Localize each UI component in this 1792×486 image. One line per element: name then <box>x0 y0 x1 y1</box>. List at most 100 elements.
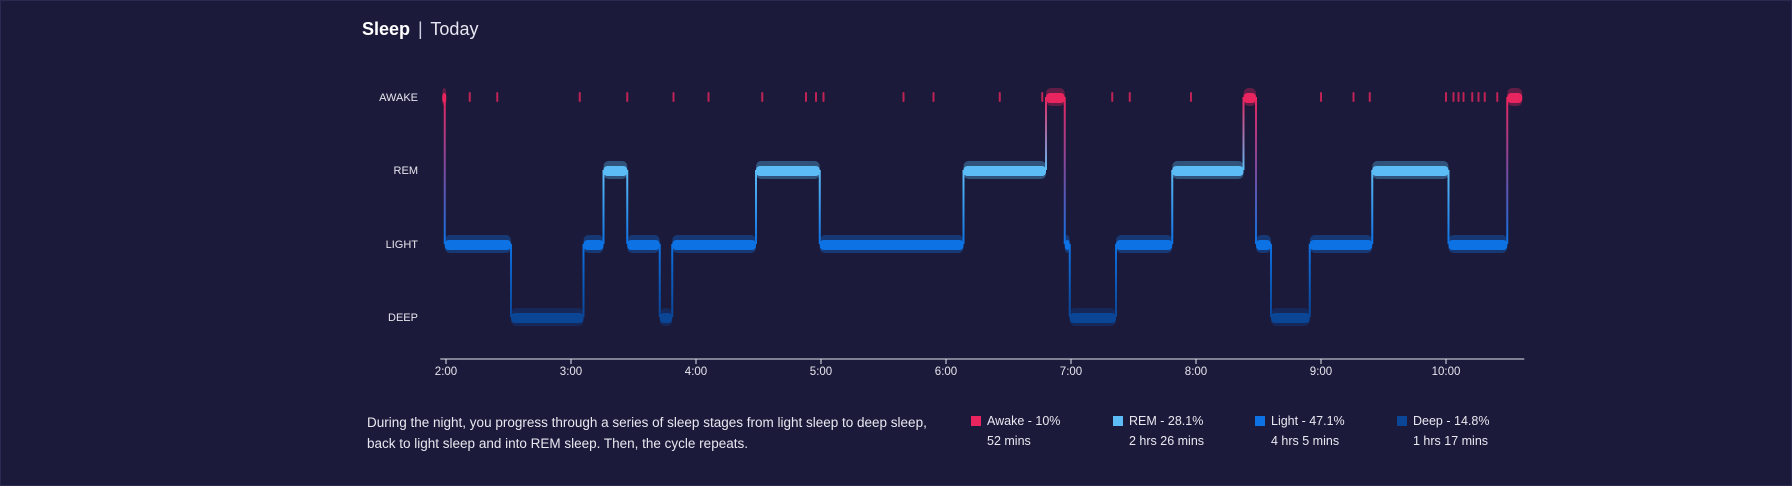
stage-transition <box>671 244 674 317</box>
segment-deep <box>659 308 673 326</box>
awake-blips <box>468 92 1499 102</box>
segment-bar <box>603 166 628 176</box>
segment-bar <box>756 166 820 176</box>
awake-blip <box>822 92 825 102</box>
x-tick-label: 7:00 <box>1060 366 1082 378</box>
stage-label-rem: REM <box>394 165 418 177</box>
awake-blip <box>468 92 471 102</box>
stage-axis-labels: AWAKE REM LIGHT DEEP <box>379 92 418 324</box>
stage-transition <box>1270 244 1272 317</box>
period-label: Today <box>430 19 479 39</box>
awake-blip <box>1111 92 1114 102</box>
segment-bar <box>1507 93 1523 103</box>
legend-label: Deep - 14.8% <box>1413 414 1490 428</box>
stage-transition <box>1045 97 1047 170</box>
awake-blip <box>1445 92 1447 102</box>
segment-rem <box>1372 161 1449 179</box>
stage-transition <box>1242 97 1245 170</box>
awake-blip <box>496 92 499 102</box>
segment-awake <box>442 88 447 106</box>
awake-blip <box>1483 92 1486 102</box>
awake-blip <box>1457 92 1460 102</box>
segment-bar <box>1309 240 1373 250</box>
stage-transition <box>626 170 629 244</box>
segment-bar <box>444 240 511 250</box>
stage-segments <box>442 88 1523 326</box>
segment-rem <box>603 161 628 179</box>
stage-transitions <box>443 97 1509 317</box>
title-separator: | <box>418 19 423 39</box>
segment-awake <box>1243 88 1256 106</box>
stage-transition <box>755 170 757 244</box>
segment-bar <box>583 240 604 250</box>
x-tick-label: 2:00 <box>435 366 457 378</box>
awake-blip <box>1471 92 1474 102</box>
page-title: Sleep | Today <box>362 19 478 40</box>
stage-transition <box>1255 97 1257 244</box>
awake-blip <box>815 92 817 102</box>
time-axis: 2:00 3:00 4:00 5:00 6:00 7:00 8:00 9:00 10:00 <box>435 358 1525 378</box>
segment-bar <box>442 93 447 103</box>
segment-light <box>1116 235 1173 253</box>
legend-label: REM - 28.1% <box>1129 414 1204 428</box>
awake-blip <box>707 92 710 102</box>
segment-light <box>1256 235 1271 253</box>
legend-swatch <box>1113 416 1123 426</box>
segment-light <box>1309 235 1373 253</box>
legend-swatch <box>1397 416 1407 426</box>
stage-transition <box>1308 244 1311 317</box>
segment-bar <box>659 313 673 323</box>
stage-transition <box>1115 244 1117 317</box>
segment-bar <box>1064 240 1070 250</box>
segment-rem <box>963 161 1046 179</box>
segment-bar <box>1116 240 1173 250</box>
segment-bar <box>1046 93 1065 103</box>
segment-light <box>627 235 660 253</box>
segment-light <box>1064 235 1070 253</box>
sleep-hypnogram-chart: AWAKE REM LIGHT DEEP 2:00 3:00 4:00 5:00 6:00 7:… <box>379 88 1525 378</box>
legend-item-deep: Deep - 14.8% 1 hrs 17 mins <box>1397 414 1489 448</box>
awake-blip <box>761 92 764 102</box>
stage-transition <box>510 244 512 317</box>
segment-bar <box>1372 166 1449 176</box>
legend-duration: 2 hrs 26 mins <box>1129 434 1205 448</box>
awake-blip <box>626 92 629 102</box>
awake-blip <box>1368 92 1371 102</box>
segment-bar <box>1243 93 1256 103</box>
segment-bar <box>1256 240 1271 250</box>
segment-awake <box>1046 88 1065 106</box>
stage-transition <box>602 170 605 244</box>
stage-transition <box>443 97 446 244</box>
awake-blip <box>998 92 1001 102</box>
awake-blip <box>1352 92 1355 102</box>
segment-bar <box>672 240 756 250</box>
segment-light <box>672 235 756 253</box>
segment-light <box>1448 235 1508 253</box>
description-text: During the night, you progress through a… <box>367 415 927 451</box>
x-tick-label: 9:00 <box>1310 366 1332 378</box>
stage-transition <box>1068 244 1071 317</box>
stage-transition <box>1506 97 1509 244</box>
x-tick-label: 10:00 <box>1432 366 1461 378</box>
legend-item-awake: Awake - 10% 52 mins <box>971 414 1060 448</box>
awake-blip <box>1190 92 1192 102</box>
stage-transition <box>962 170 965 244</box>
awake-blip <box>932 92 935 102</box>
stage-transition <box>658 244 661 317</box>
awake-blip <box>672 92 675 102</box>
awake-blip <box>578 92 581 102</box>
awake-blip <box>1452 92 1455 102</box>
legend-duration: 4 hrs 5 mins <box>1271 434 1340 448</box>
awake-blip <box>1477 92 1480 102</box>
stage-transition <box>582 244 585 317</box>
awake-blip <box>805 92 807 102</box>
segment-bar <box>627 240 660 250</box>
stage-label-awake: AWAKE <box>379 92 418 104</box>
segment-light <box>819 235 964 253</box>
awake-blip <box>902 92 905 102</box>
segment-bar <box>819 240 964 250</box>
segment-deep <box>1069 308 1116 326</box>
stage-transition <box>1447 170 1450 244</box>
segment-deep <box>511 308 584 326</box>
segment-bar <box>1172 166 1244 176</box>
